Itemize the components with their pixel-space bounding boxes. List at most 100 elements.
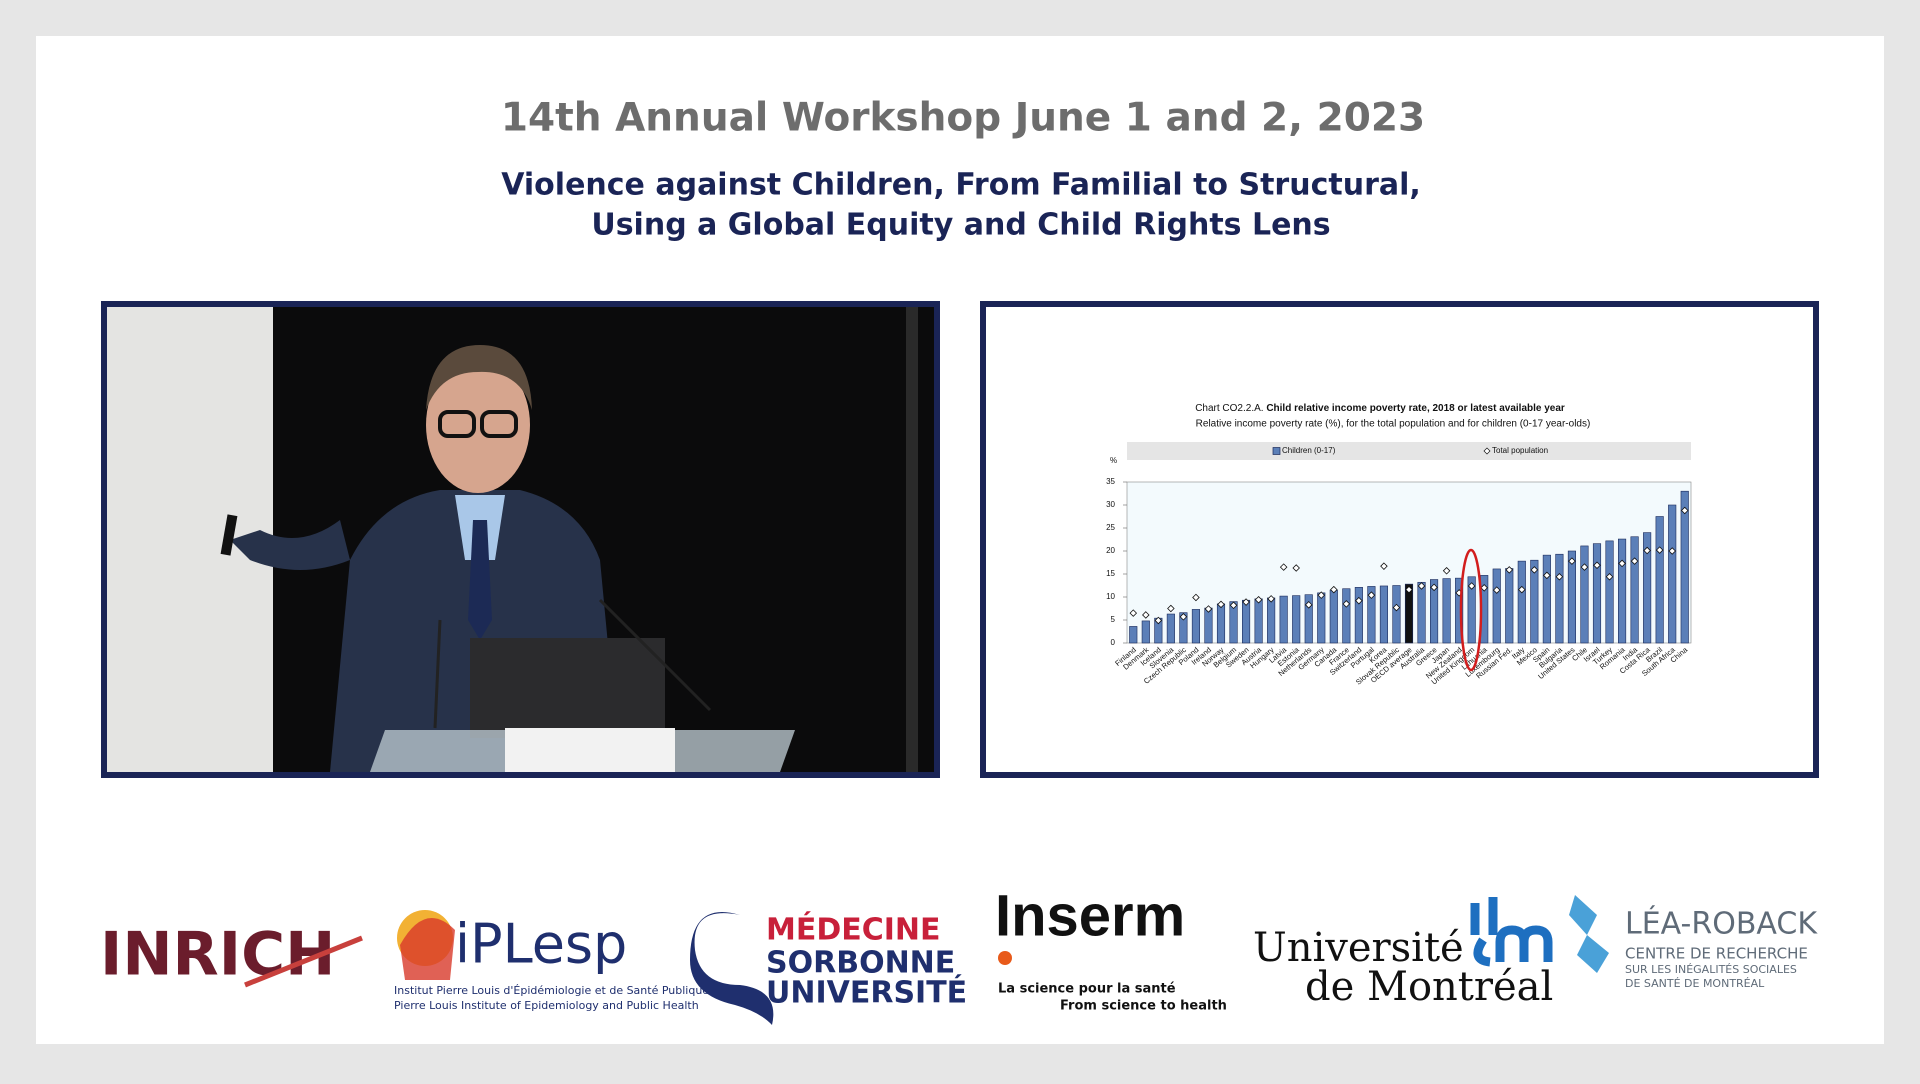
bar [1668, 504, 1677, 644]
logos: INRICH iPLesp Institut Pierre Louis d'Ép… [100, 883, 1818, 1025]
y-tick-label: 15 [1106, 569, 1115, 578]
logo-inserm-en: From science to health [1060, 999, 1227, 1014]
microphone [433, 619, 442, 729]
point [1355, 596, 1363, 605]
point [1430, 583, 1438, 592]
bar [1267, 597, 1276, 644]
point [1680, 506, 1689, 515]
point [1417, 582, 1426, 590]
microphone [598, 598, 712, 712]
bar [1505, 568, 1514, 644]
bar [1517, 560, 1526, 644]
point [1367, 591, 1376, 599]
bar [1655, 516, 1664, 644]
point [1605, 572, 1614, 581]
laptop [470, 638, 665, 738]
bar [1542, 554, 1551, 644]
logo-iplesp-fr: Institut Pierre Louis d'Épidémiologie et… [394, 984, 709, 997]
legend [1127, 442, 1691, 460]
bar [1191, 609, 1200, 644]
speaker-hair [426, 345, 532, 410]
point [1304, 601, 1313, 609]
point [1668, 547, 1676, 555]
point [1142, 611, 1150, 619]
bar [1680, 490, 1689, 644]
logo-inrich-slash [244, 935, 363, 988]
annotation-circle [1459, 548, 1483, 672]
point [1543, 571, 1551, 580]
bar [1216, 603, 1226, 644]
bar [1442, 578, 1451, 644]
y-tick-label: 20 [1106, 546, 1115, 555]
bar [1329, 589, 1338, 644]
y-tick-label: 5 [1111, 615, 1116, 624]
legend-marker [1483, 447, 1491, 455]
y-tick-label: 30 [1106, 500, 1115, 509]
point [1505, 566, 1514, 574]
logo-sorbonne-mark [690, 912, 774, 1025]
logo-inserm: Inserm [995, 883, 1185, 948]
bar [1279, 595, 1288, 644]
speaker-glasses [480, 410, 518, 438]
point [1154, 616, 1163, 625]
bar [1317, 592, 1326, 644]
bar [1630, 536, 1639, 644]
logo-lea-mark [1569, 895, 1609, 973]
logo-udem: de Montréal [1305, 964, 1553, 1010]
logo-lea-sub: CENTRE DE RECHERCHE [1625, 945, 1808, 963]
legend-marker [1272, 447, 1281, 455]
bar [1204, 607, 1213, 644]
bar [1379, 585, 1388, 644]
bar [1643, 532, 1652, 644]
point [1392, 603, 1401, 612]
point [1254, 595, 1263, 604]
bar [1166, 613, 1175, 644]
bar [1304, 594, 1313, 644]
bar [1580, 545, 1589, 644]
bar [1367, 586, 1376, 644]
y-tick-label: 35 [1106, 477, 1115, 486]
chart-title: Chart CO2.2.A. Child relative income pov… [1195, 403, 1565, 414]
point [1129, 609, 1138, 617]
chart: Chart CO2.2.A. Child relative income pov… [1106, 403, 1692, 687]
point [1630, 557, 1639, 565]
bar [1417, 581, 1426, 644]
point [1267, 595, 1275, 603]
chart-title-prefix: Chart CO2.2.A. [1195, 403, 1263, 414]
point [1342, 600, 1351, 608]
y-tick-label: 25 [1106, 523, 1115, 532]
point [1555, 572, 1564, 581]
bar [1404, 583, 1414, 644]
video-panel [101, 301, 940, 778]
bar [1179, 612, 1188, 644]
point [1217, 600, 1225, 609]
point [1580, 563, 1589, 571]
point [1292, 564, 1300, 572]
bar [1530, 559, 1539, 644]
bar [1242, 599, 1251, 644]
legend-label: Children (0-17) [1282, 446, 1336, 455]
bar [1618, 538, 1627, 644]
video-pillar [906, 307, 918, 772]
point [1568, 557, 1576, 565]
point [1242, 598, 1250, 606]
logo-inrich: INRICH [100, 920, 335, 990]
logo-sorbonne: UNIVERSITÉ [766, 975, 967, 1011]
point [1192, 593, 1200, 602]
logo-iplesp-portrait [400, 918, 455, 980]
chart-title-text: Child relative income poverty rate, 2018… [1266, 403, 1565, 414]
point [1530, 566, 1539, 574]
bar [1354, 587, 1363, 644]
bar [1430, 579, 1439, 644]
bar [1467, 576, 1476, 644]
chart-subtitle: Relative income poverty rate (%), for th… [1196, 419, 1591, 430]
point [1179, 613, 1188, 621]
bar [1455, 577, 1464, 644]
logo-sorbonne: MÉDECINE [766, 912, 941, 948]
logo-udem: Université [1253, 925, 1464, 971]
point [1593, 561, 1601, 570]
bar [1141, 620, 1150, 644]
bar [1592, 543, 1602, 644]
workshop-title: 14th Annual Workshop June 1 and 2, 2023 [501, 96, 1425, 141]
